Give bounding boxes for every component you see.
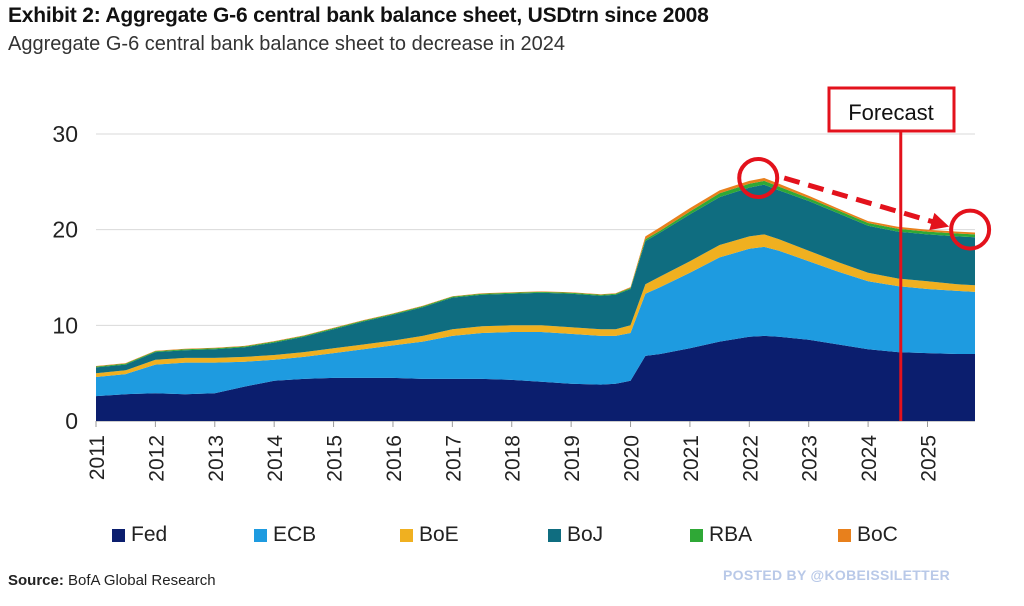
legend-item-boc: BoC	[838, 523, 898, 547]
chart-legend: Fed ECB BoE BoJ RBA BoC	[112, 523, 972, 547]
source-note: Source: BofA Global Research	[8, 572, 216, 589]
legend-swatch-boc	[838, 528, 851, 542]
legend-item-rba: RBA	[690, 523, 752, 547]
legend-swatch-rba	[690, 528, 703, 542]
legend-item-ecb: ECB	[254, 523, 316, 547]
end-circle-marker	[949, 208, 992, 251]
source-text: BofA Global Research	[68, 572, 216, 589]
area-ecb	[96, 246, 975, 397]
forecast-label: Forecast	[848, 100, 934, 125]
x-tick-label: 2017	[442, 435, 465, 482]
area-boj	[96, 184, 975, 374]
x-tick-label: 2024	[858, 435, 881, 482]
y-tick-label: 20	[52, 217, 78, 243]
x-tick-label: 2019	[561, 435, 584, 482]
x-tick-label: 2012	[145, 435, 168, 482]
legend-label-fed: Fed	[131, 523, 168, 546]
legend-item-boj: BoJ	[548, 523, 603, 547]
legend-label-boj: BoJ	[567, 523, 604, 546]
y-tick-label: 0	[65, 408, 78, 434]
x-tick-label: 2013	[205, 435, 228, 482]
legend-swatch-boj	[548, 528, 561, 542]
x-tick-label: 2011	[86, 435, 109, 480]
forecast-box	[827, 86, 956, 133]
trend-arrow-head	[929, 212, 950, 231]
x-tick-label: 2014	[264, 435, 287, 482]
legend-swatch-ecb	[254, 528, 267, 542]
trend-arrow-line	[783, 175, 940, 226]
legend-label-rba: RBA	[709, 523, 753, 546]
x-tick-label: 2018	[502, 435, 525, 482]
y-tick-label: 10	[52, 312, 78, 338]
x-tick-label: 2023	[799, 435, 822, 482]
chart-title: Exhibit 2: Aggregate G-6 central bank ba…	[8, 4, 709, 27]
x-tick-label: 2020	[621, 435, 644, 482]
legend-label-ecb: ECB	[273, 523, 317, 546]
x-tick-label: 2015	[324, 435, 347, 482]
legend-swatch-fed	[112, 528, 125, 542]
legend-item-boe: BoE	[400, 523, 459, 547]
legend-label-boe: BoE	[419, 523, 459, 546]
x-tick-label: 2025	[917, 435, 940, 482]
area-fed	[96, 335, 975, 421]
x-tick-label: 2021	[680, 435, 703, 482]
x-tick-label: 2016	[383, 435, 406, 482]
legend-item-fed: Fed	[112, 523, 167, 547]
source-label: Source:	[8, 572, 64, 589]
posted-by-watermark: POSTED BY @KOBEISSILETTER	[723, 567, 951, 583]
chart-subtitle: Aggregate G-6 central bank balance sheet…	[8, 33, 566, 55]
x-tick-label: 2022	[739, 435, 762, 482]
y-tick-label: 30	[52, 121, 78, 147]
peak-circle-marker	[737, 157, 780, 200]
legend-label-boc: BoC	[857, 523, 898, 546]
legend-swatch-boe	[400, 528, 413, 542]
